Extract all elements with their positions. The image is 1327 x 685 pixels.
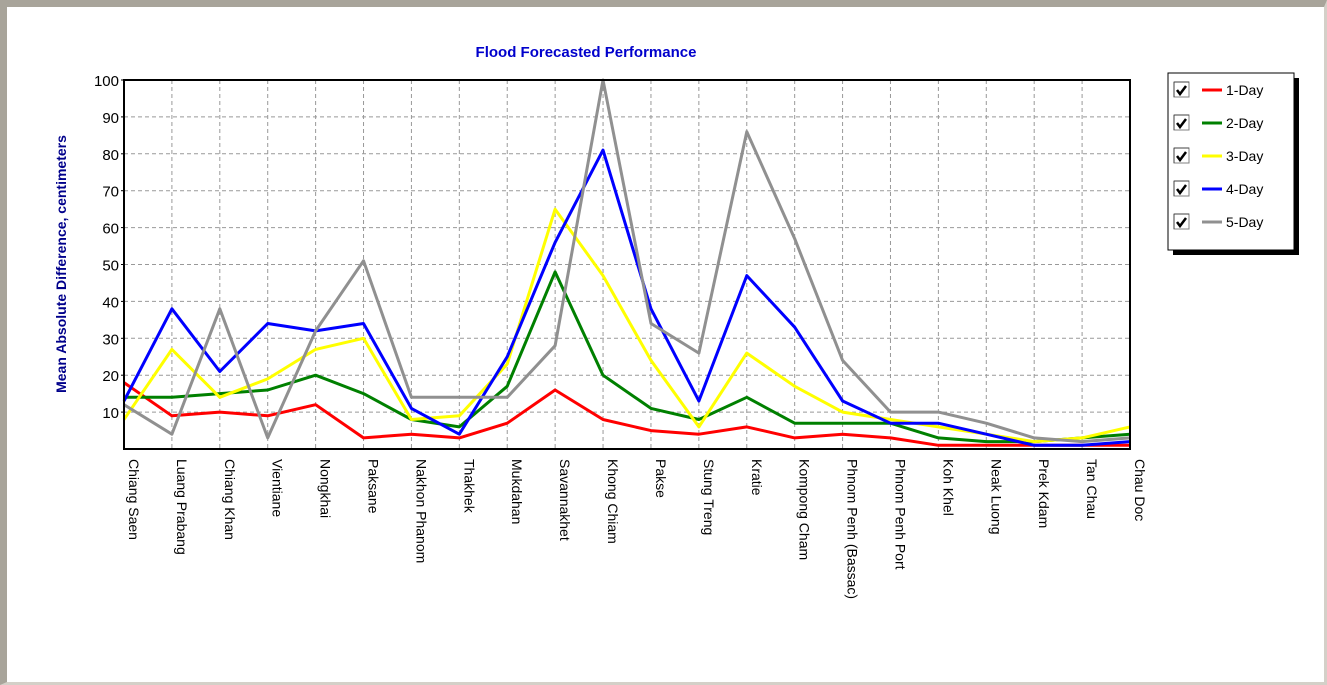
chart-title: Flood Forecasted Performance: [476, 44, 697, 61]
series-lines: [122, 78, 1131, 447]
x-category-label: Chiang Khan: [222, 459, 238, 540]
legend-checkbox-3-Day[interactable]: [1173, 147, 1190, 164]
x-category-label: Prek Kdam: [1036, 459, 1052, 528]
x-category-label: Stung Treng: [701, 459, 717, 535]
x-category-label: Nongkhai: [318, 459, 334, 518]
y-tick-label: 50: [102, 258, 119, 275]
checkmark-icon: [1176, 118, 1187, 130]
x-category-label: Mukdahan: [509, 459, 525, 524]
y-tick-label: 90: [102, 110, 119, 127]
y-tick-label: 20: [102, 368, 119, 385]
x-category-label: Pakse: [653, 459, 669, 498]
series-line-5-Day: [123, 78, 1131, 444]
x-category-label: Tan Chau: [1084, 459, 1100, 519]
x-category-label: Paksane: [366, 459, 382, 514]
x-category-label: Kratie: [749, 459, 765, 496]
legend-checkbox-1-Day[interactable]: [1173, 81, 1190, 98]
x-category-label: Thakhek: [461, 459, 477, 514]
legend-label: 3-Day: [1226, 148, 1263, 164]
checkmark-icon: [1176, 85, 1187, 97]
legend-checkbox-5-Day[interactable]: [1173, 213, 1190, 230]
y-tick-label: 80: [102, 147, 119, 164]
x-category-label: Khong Chiam: [605, 459, 621, 544]
x-category-label: Phnom Penh Port: [892, 459, 908, 570]
legend-label: 1-Day: [1226, 82, 1263, 98]
grid-lines: [124, 79, 1130, 449]
legend-label: 5-Day: [1226, 214, 1263, 230]
x-category-label: Kompong Cham: [797, 459, 813, 560]
legend-label: 2-Day: [1226, 115, 1263, 131]
checkmark-icon: [1176, 217, 1187, 229]
x-category-label: Nakhon Phanom: [413, 459, 429, 563]
y-tick-label: 60: [102, 221, 119, 238]
x-category-label: Vientiane: [270, 459, 286, 517]
x-category-label: Luang Prabang: [174, 459, 190, 555]
y-tick-label: 40: [102, 294, 119, 311]
series-line-1-Day: [123, 381, 1130, 447]
y-axis-ticks: 10 20 30 40 50 60 70 80 90 100: [94, 73, 124, 422]
y-tick-label: 30: [102, 331, 119, 348]
x-category-label: Neak Luong: [988, 459, 1004, 535]
y-tick-label: 100: [94, 73, 119, 90]
series-line-3-Day: [122, 207, 1131, 444]
x-axis-categories: Chiang Saen Luang Prabang Chiang Khan Vient…: [126, 459, 1148, 599]
y-tick-label: 10: [102, 405, 119, 422]
legend: 1-Day 2-Day 3-Day 4-Day 5-Day: [1167, 72, 1299, 255]
x-category-label: Chiang Saen: [126, 459, 142, 540]
series-line-4-Day: [122, 148, 1131, 447]
plot-area-border: [123, 79, 1131, 450]
y-tick-label: 70: [102, 184, 119, 201]
y-axis-label: Mean Absolute Difference, centimeters: [53, 135, 69, 393]
x-category-label: Koh Khel: [940, 459, 956, 516]
legend-label: 4-Day: [1226, 181, 1263, 197]
x-category-label: Savannakhet: [557, 459, 573, 541]
x-category-label: Chau Doc: [1132, 459, 1148, 521]
series-line-2-Day: [124, 270, 1131, 444]
checkmark-icon: [1176, 184, 1187, 196]
legend-checkbox-2-Day[interactable]: [1173, 114, 1190, 131]
x-category-label: Phnom Penh (Bassac): [845, 459, 861, 599]
checkmark-icon: [1176, 151, 1187, 163]
legend-checkbox-4-Day[interactable]: [1173, 180, 1190, 197]
